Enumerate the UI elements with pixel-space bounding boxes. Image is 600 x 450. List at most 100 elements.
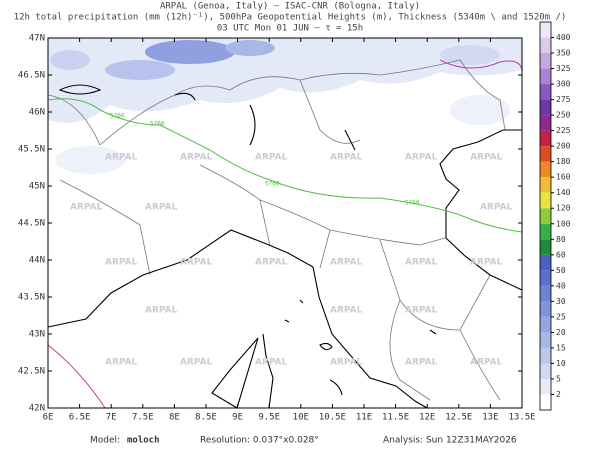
header-line: 03 UTC Mon 01 JUN – τ = 15h: [217, 24, 363, 34]
colorbar-segment: [540, 316, 551, 333]
lon-label: 7E: [106, 413, 117, 423]
watermark: ARPAL: [255, 153, 288, 163]
footer-model: moloch: [127, 436, 160, 446]
contour-label: 5760: [150, 121, 165, 128]
colorbar-segment: [540, 115, 551, 131]
colorbar-segment: [540, 161, 551, 178]
precip-area: [145, 40, 235, 64]
colorbar-label: 80: [556, 235, 566, 244]
watermarks: ARPAL ARPAL ARPAL ARPAL ARPAL ARPAL ARPAL ARPAL…: [70, 153, 513, 368]
thickness-contour: [439, 59, 523, 71]
lon-label: 10.5E: [319, 413, 346, 423]
colorbar-label: 400: [556, 33, 571, 42]
precip-area: [440, 45, 500, 65]
precipitation: [48, 38, 522, 174]
map: 5760 5760 5760 5760 ARPAL ARPAL ARPAL ARPAL…: [47, 37, 523, 409]
colorbar-segment: [540, 84, 551, 100]
contour-label: 5760: [405, 200, 420, 207]
watermark: ARPAL: [330, 306, 363, 316]
colorbar-segment: [540, 177, 551, 193]
colorbar-label: 225: [556, 126, 571, 135]
watermark: ARPAL: [255, 258, 288, 268]
colorbar-segment: [540, 363, 551, 379]
watermark: ARPAL: [405, 153, 438, 163]
colorbar-segment: [540, 37, 551, 54]
colorbar-label: 160: [556, 173, 571, 182]
lon-label: 12.5E: [445, 413, 472, 423]
lon-label: 12E: [419, 413, 435, 423]
lat-label: 46N: [29, 108, 45, 118]
colorbar-segment: [540, 22, 551, 38]
colorbar-label: 275: [556, 95, 571, 104]
colorbar-label: 10: [556, 359, 566, 368]
borders: [47, 59, 506, 401]
colorbar-segment: [540, 130, 551, 147]
colorbar-segment: [540, 192, 551, 209]
colorbar-label: 2: [556, 390, 561, 399]
colorbar-segment: [540, 285, 551, 302]
colorbar-segment: [540, 254, 551, 271]
colorbar-segment: [540, 239, 551, 255]
contour-label: 5760: [110, 113, 125, 120]
lat-label: 45N: [29, 182, 45, 192]
watermark: ARPAL: [480, 203, 513, 213]
colorbar-segment: [540, 53, 551, 69]
colorbar-label: 15: [556, 343, 566, 352]
colorbar-label: 25: [556, 312, 566, 321]
lon-label: 9E: [232, 413, 243, 423]
watermark: ARPAL: [330, 153, 363, 163]
lon-label: 7.5E: [132, 413, 154, 423]
colorbar-segment: [540, 270, 551, 286]
lat-label: 44.5N: [18, 219, 45, 229]
contour-label: 5760: [265, 181, 280, 188]
watermark: ARPAL: [405, 258, 438, 268]
colorbar-segment: [540, 99, 551, 116]
lat-label: 43N: [29, 330, 45, 340]
colorbar-segment: [540, 208, 551, 224]
watermark: ARPAL: [405, 358, 438, 368]
colorbar-label: 20: [556, 328, 566, 337]
colorbar-segment: [540, 394, 551, 410]
footer-resolution: Resolution: 0.037°x0.028°: [200, 436, 319, 446]
colorbar-label: 250: [556, 111, 571, 120]
precip-area: [55, 146, 125, 174]
colorbar-label: 300: [556, 80, 571, 89]
watermark: ARPAL: [180, 153, 213, 163]
lon-label: 11.5E: [382, 413, 409, 423]
watermark: ARPAL: [330, 258, 363, 268]
colorbar-label: 180: [556, 157, 571, 166]
contours: [47, 59, 523, 409]
watermark: ARPAL: [180, 258, 213, 268]
lon-label: 6.5E: [69, 413, 91, 423]
lon-label: 10E: [293, 413, 309, 423]
colorbar-label: 350: [556, 49, 571, 58]
colorbar-frame: [539, 21, 552, 411]
lon-label: 6E: [43, 413, 54, 423]
lat-label: 44N: [29, 256, 45, 266]
colorbar-segment: [540, 332, 551, 348]
colorbar-segment: [540, 378, 551, 395]
lat-label: 43.5N: [18, 293, 45, 303]
watermark: ARPAL: [145, 306, 178, 316]
lon-label: 13E: [482, 413, 498, 423]
lon-label: 11E: [356, 413, 372, 423]
precip-area: [225, 40, 275, 56]
lat-label: 47N: [29, 34, 45, 44]
watermark: ARPAL: [105, 153, 138, 163]
colorbar-segment: [540, 347, 551, 364]
header-line: 12h total precipitation (mm (12h)⁻¹), 50…: [14, 13, 567, 23]
colorbar-segment: [540, 223, 551, 240]
lon-label: 13.5E: [508, 413, 535, 423]
height-contour: [47, 98, 523, 233]
watermark: ARPAL: [145, 203, 178, 213]
colorbar: 2510152025304050608010012014016018020022…: [539, 21, 571, 411]
watermark: ARPAL: [180, 358, 213, 368]
colorbar-segment: [540, 68, 551, 85]
footer-analysis: Analysis: Sun 12Z31MAY2026: [383, 436, 517, 446]
colorbar-label: 60: [556, 250, 566, 259]
colorbar-label: 30: [556, 297, 566, 306]
watermark: ARPAL: [70, 203, 103, 213]
watermark: ARPAL: [470, 258, 503, 268]
precip-area: [105, 60, 175, 80]
